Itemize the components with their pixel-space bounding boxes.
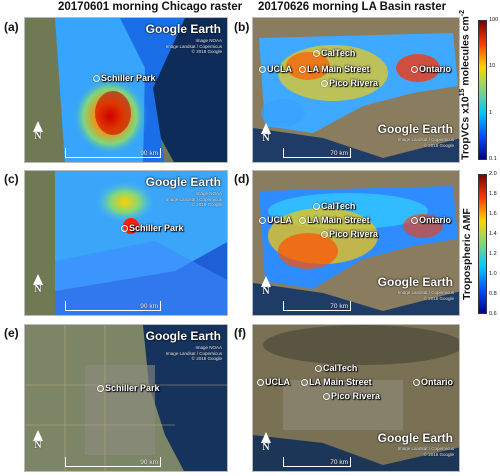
site-marker-icon — [313, 203, 320, 211]
panel-f-map — [253, 325, 459, 471]
north-arrow-icon: N — [259, 432, 273, 453]
site-marker-icon — [301, 379, 308, 387]
site-marker-icon — [259, 217, 266, 225]
site-schiller-park: Schiller Park — [97, 383, 160, 393]
colorbar-amf-tick: 1.0 — [489, 271, 497, 277]
panel-e-chicago-satellite: Google Earth Image NOAA Image Landsat / … — [24, 324, 228, 472]
north-arrow-icon: N — [31, 274, 45, 295]
site-pico-rivera: Pico Rivera — [321, 78, 378, 88]
panel-c-chicago-amf: Google Earth Image NOAA Image Landsat / … — [24, 170, 228, 316]
colorbar-amf-tick: 2.0 — [489, 171, 497, 177]
site-marker-icon — [321, 231, 328, 239]
site-marker-icon — [315, 365, 322, 373]
google-earth-logo: Google Earth — [377, 275, 453, 289]
site-caltech: CalTech — [313, 48, 355, 58]
north-arrow-icon: N — [259, 276, 273, 297]
colorbar-tropvcs — [478, 20, 487, 160]
colorbar-amf-tick: 1.2 — [489, 251, 497, 257]
site-marker-icon — [323, 393, 330, 401]
site-marker-icon — [93, 75, 100, 83]
site-la-main-street: LA Main Street — [299, 215, 370, 225]
colorbar-amf-tick: 1.4 — [489, 231, 497, 237]
google-earth-logo: Google Earth — [377, 431, 453, 445]
site-marker-icon — [313, 50, 320, 58]
google-earth-logo: Google Earth — [145, 175, 221, 189]
colorbar-tropvcs-tick: 10 — [489, 63, 496, 69]
site-marker-icon — [257, 379, 264, 387]
site-schiller-park: Schiller Park — [121, 223, 184, 233]
site-caltech: CalTech — [315, 363, 357, 373]
image-credit: Image NOAA Image Landsat / Copernicus © … — [165, 38, 222, 54]
panel-d-la-amf: Google Earth Image Landsat / Copernicus … — [252, 170, 460, 316]
site-ontario: Ontario — [413, 377, 453, 387]
site-marker-icon — [121, 225, 128, 233]
panel-b-map — [253, 18, 459, 162]
site-marker-icon — [97, 385, 104, 393]
colorbar-amf-tick: 0.8 — [489, 291, 497, 297]
north-arrow-icon: N — [31, 430, 45, 451]
site-marker-icon — [259, 66, 266, 74]
site-marker-icon — [299, 217, 306, 225]
site-schiller-park: Schiller Park — [93, 73, 156, 83]
scale-bar: 70 km — [283, 301, 351, 311]
site-la-main-street: LA Main Street — [299, 64, 370, 74]
site-marker-icon — [413, 379, 420, 387]
image-credit: Image Landsat / Copernicus © 2018 Google — [397, 446, 454, 457]
image-credit: Image Landsat / Copernicus © 2018 Google — [397, 137, 454, 148]
scale-bar: 90 km — [65, 148, 161, 158]
panel-tag-f: (f) — [234, 326, 246, 340]
panel-f-la-satellite: Google Earth Image Landsat / Copernicus … — [252, 324, 460, 472]
site-ucla: UCLA — [259, 64, 292, 74]
title-la-basin: 20170626 morning LA Basin raster — [258, 1, 447, 13]
panel-a-map — [25, 18, 227, 162]
image-credit: Image Landsat / Copernicus © 2018 Google — [397, 290, 454, 301]
google-earth-logo: Google Earth — [145, 329, 221, 343]
site-ontario: Ontario — [411, 215, 451, 225]
site-ontario: Ontario — [411, 64, 451, 74]
scale-bar: 90 km — [65, 301, 161, 311]
colorbar-amf-tick: 1.6 — [489, 211, 497, 217]
site-marker-icon — [321, 80, 328, 88]
colorbar-tropvcs-tick: 1 — [489, 110, 493, 116]
north-arrow-icon: N — [259, 123, 273, 144]
site-marker-icon — [411, 66, 418, 74]
panel-tag-c: (c) — [4, 172, 19, 186]
image-credit: Image NOAA Image Landsat / Copernicus © … — [165, 345, 222, 361]
site-la-main-street: LA Main Street — [301, 377, 372, 387]
site-marker-icon — [299, 66, 306, 74]
site-ucla: UCLA — [259, 215, 292, 225]
colorbar-amf-tick: 1.8 — [489, 191, 497, 197]
site-pico-rivera: Pico Rivera — [323, 391, 380, 401]
colorbar-tropvcs-tick: 0.1 — [489, 156, 497, 162]
site-pico-rivera: Pico Rivera — [321, 229, 378, 239]
colorbar-amf — [478, 174, 487, 314]
site-caltech: CalTech — [313, 201, 355, 211]
scale-bar: 70 km — [283, 148, 351, 158]
panel-tag-e: (e) — [4, 326, 19, 340]
panel-e-map — [25, 325, 227, 471]
google-earth-logo: Google Earth — [145, 22, 221, 36]
colorbar-amf-tick: 0.6 — [489, 311, 497, 317]
scale-bar: 90 km — [65, 457, 161, 467]
panel-b-la-tropvcs: Google Earth Image Landsat / Copernicus … — [252, 17, 460, 163]
colorbar-tropvcs-tick: 100 — [489, 17, 499, 23]
image-credit: Image NOAA Image Landsat / Copernicus © … — [165, 191, 222, 207]
panel-c-map — [25, 171, 227, 315]
colorbar-tropvcs-label: TropVCs x1015 molecules cm-2 — [459, 9, 472, 160]
panel-tag-a: (a) — [4, 20, 19, 34]
panel-d-map — [253, 171, 459, 315]
site-marker-icon — [411, 217, 418, 225]
site-ucla: UCLA — [257, 377, 290, 387]
panel-a-chicago-tropvcs: Google Earth Image NOAA Image Landsat / … — [24, 17, 228, 163]
north-arrow-icon: N — [31, 121, 45, 142]
colorbar-amf-label: Tropospheric AMF — [461, 208, 473, 300]
title-chicago: 20170601 morning Chicago raster — [58, 1, 243, 13]
panel-tag-d: (d) — [234, 172, 250, 186]
scale-bar: 70 km — [283, 457, 351, 467]
google-earth-logo: Google Earth — [377, 122, 453, 136]
panel-tag-b: (b) — [234, 20, 250, 34]
